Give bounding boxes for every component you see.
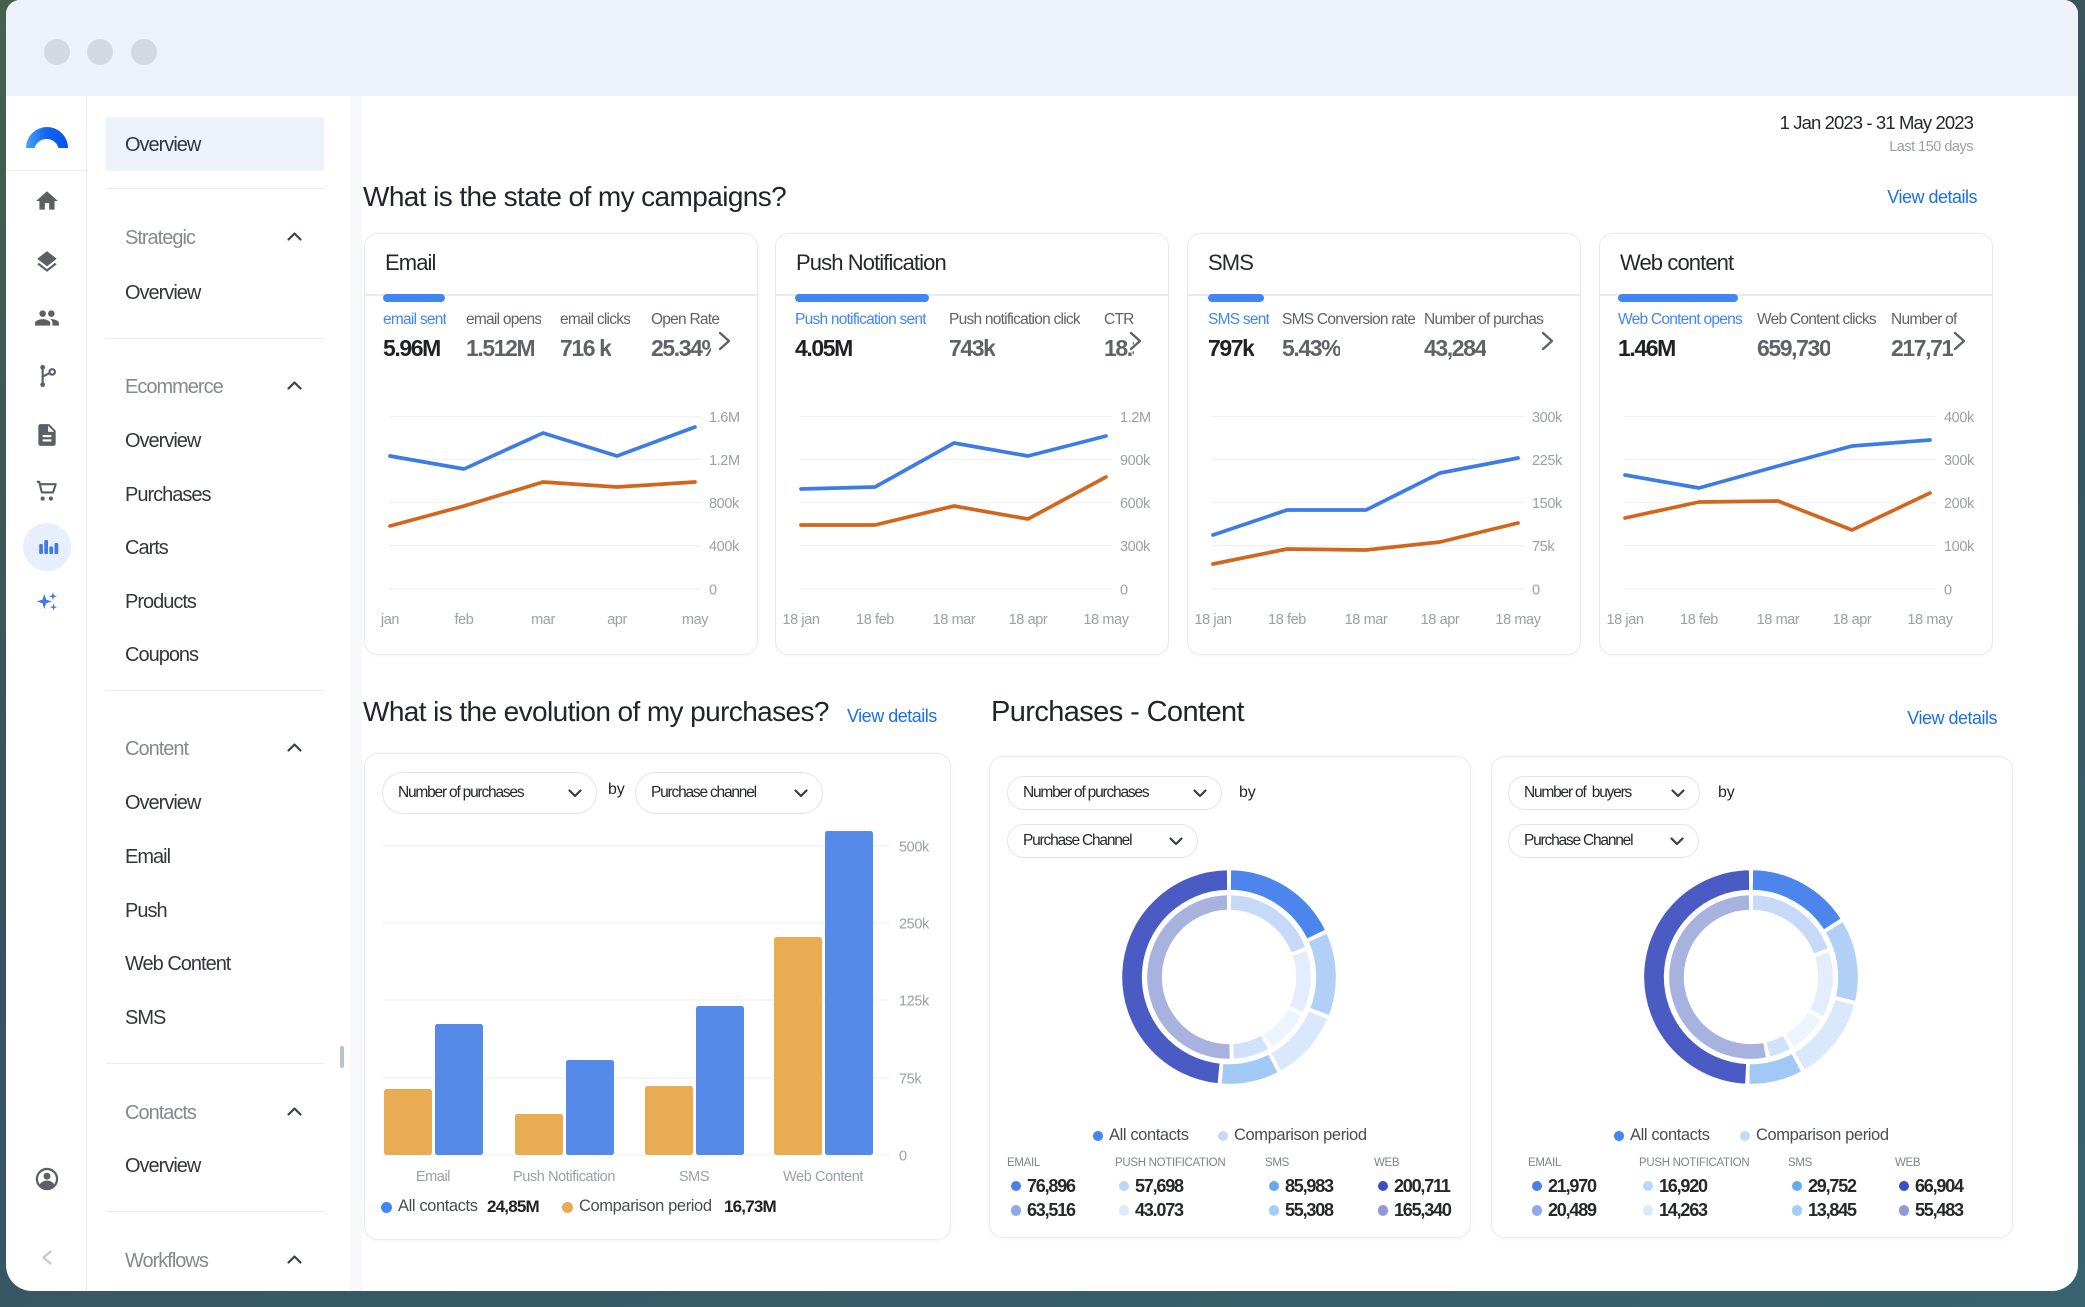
svg-text:feb: feb [455, 612, 474, 628]
svg-text:may: may [682, 612, 709, 628]
svg-text:18 mar: 18 mar [1345, 612, 1388, 628]
svg-text:125k: 125k [899, 994, 930, 1010]
svg-text:0: 0 [1120, 582, 1128, 598]
svg-text:500k: 500k [899, 840, 930, 856]
svg-text:0: 0 [899, 1149, 907, 1165]
svg-text:apr: apr [607, 612, 627, 628]
svg-text:600k: 600k [1120, 496, 1151, 512]
svg-text:18 mar: 18 mar [1757, 612, 1800, 628]
svg-text:Email: Email [416, 1169, 450, 1185]
svg-text:jan: jan [380, 612, 399, 628]
svg-text:300k: 300k [1532, 410, 1563, 426]
svg-text:300k: 300k [1120, 539, 1151, 555]
svg-text:1.2M: 1.2M [709, 453, 740, 469]
svg-text:0: 0 [709, 582, 717, 598]
svg-text:mar: mar [531, 612, 555, 628]
svg-text:75k: 75k [899, 1072, 922, 1088]
svg-text:150k: 150k [1532, 496, 1563, 512]
svg-text:400k: 400k [1944, 410, 1975, 426]
svg-text:300k: 300k [1944, 453, 1975, 469]
svg-text:18 may: 18 may [1907, 612, 1953, 628]
svg-text:18 feb: 18 feb [1680, 612, 1718, 628]
svg-text:0: 0 [1532, 582, 1540, 598]
svg-text:18 jan: 18 jan [1606, 612, 1643, 628]
svg-text:18 may: 18 may [1495, 612, 1541, 628]
svg-text:800k: 800k [709, 496, 740, 512]
svg-text:100k: 100k [1944, 539, 1975, 555]
svg-text:18 may: 18 may [1083, 612, 1129, 628]
svg-text:18 jan: 18 jan [782, 612, 819, 628]
svg-text:18 apr: 18 apr [1009, 612, 1048, 628]
svg-text:18 jan: 18 jan [1194, 612, 1231, 628]
svg-text:200k: 200k [1944, 496, 1975, 512]
svg-text:225k: 225k [1532, 453, 1563, 469]
svg-text:75k: 75k [1532, 539, 1555, 555]
svg-text:Push Notification: Push Notification [513, 1169, 615, 1185]
svg-text:900k: 900k [1120, 453, 1151, 469]
svg-text:18 mar: 18 mar [933, 612, 976, 628]
svg-text:1.2M: 1.2M [1120, 410, 1151, 426]
svg-text:18 apr: 18 apr [1421, 612, 1460, 628]
svg-text:SMS: SMS [679, 1169, 709, 1185]
svg-text:1.6M: 1.6M [709, 410, 740, 426]
svg-text:18 apr: 18 apr [1833, 612, 1872, 628]
svg-text:18 feb: 18 feb [1268, 612, 1306, 628]
svg-text:250k: 250k [899, 917, 930, 933]
svg-text:18 feb: 18 feb [856, 612, 894, 628]
svg-text:Web Content: Web Content [783, 1169, 863, 1185]
svg-text:0: 0 [1944, 582, 1952, 598]
svg-text:400k: 400k [709, 539, 740, 555]
